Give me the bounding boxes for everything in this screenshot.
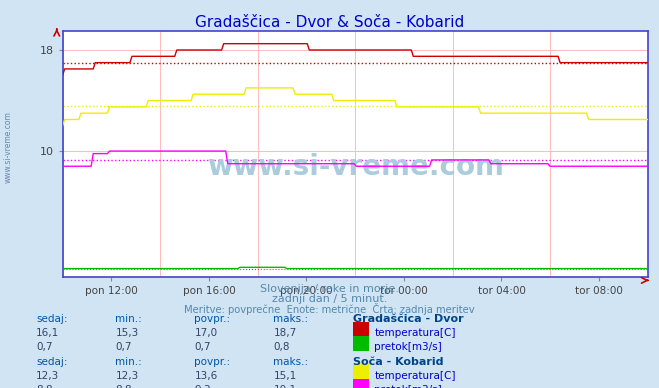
Text: pretok[m3/s]: pretok[m3/s]	[374, 385, 442, 388]
Text: 0,7: 0,7	[194, 342, 211, 352]
Text: sedaj:: sedaj:	[36, 314, 68, 324]
Text: zadnji dan / 5 minut.: zadnji dan / 5 minut.	[272, 294, 387, 304]
Text: 16,1: 16,1	[36, 328, 59, 338]
Text: 8,8: 8,8	[36, 385, 53, 388]
Text: Gradaščica - Dvor: Gradaščica - Dvor	[353, 314, 463, 324]
Text: www.si-vreme.com: www.si-vreme.com	[3, 111, 13, 184]
Text: Meritve: povprečne  Enote: metrične  Črta: zadnja meritev: Meritve: povprečne Enote: metrične Črta:…	[184, 303, 475, 315]
Text: maks.:: maks.:	[273, 357, 308, 367]
Text: pretok[m3/s]: pretok[m3/s]	[374, 342, 442, 352]
Text: 17,0: 17,0	[194, 328, 217, 338]
Text: 0,8: 0,8	[273, 342, 290, 352]
Text: temperatura[C]: temperatura[C]	[374, 371, 456, 381]
Text: 18,7: 18,7	[273, 328, 297, 338]
Text: 10,1: 10,1	[273, 385, 297, 388]
Text: Gradaščica - Dvor & Soča - Kobarid: Gradaščica - Dvor & Soča - Kobarid	[195, 15, 464, 30]
Text: maks.:: maks.:	[273, 314, 308, 324]
Text: Slovenija / reke in morje.: Slovenija / reke in morje.	[260, 284, 399, 294]
Text: temperatura[C]: temperatura[C]	[374, 328, 456, 338]
Text: min.:: min.:	[115, 314, 142, 324]
Text: 0,7: 0,7	[36, 342, 53, 352]
Text: 8,8: 8,8	[115, 385, 132, 388]
Text: 0,7: 0,7	[115, 342, 132, 352]
Text: 15,3: 15,3	[115, 328, 138, 338]
Text: Soča - Kobarid: Soča - Kobarid	[353, 357, 443, 367]
Text: 12,3: 12,3	[36, 371, 59, 381]
Text: 12,3: 12,3	[115, 371, 138, 381]
Text: 13,6: 13,6	[194, 371, 217, 381]
Text: min.:: min.:	[115, 357, 142, 367]
Text: povpr.:: povpr.:	[194, 314, 231, 324]
Text: www.si-vreme.com: www.si-vreme.com	[207, 152, 503, 180]
Text: sedaj:: sedaj:	[36, 357, 68, 367]
Text: 15,1: 15,1	[273, 371, 297, 381]
Text: povpr.:: povpr.:	[194, 357, 231, 367]
Text: 9,3: 9,3	[194, 385, 211, 388]
